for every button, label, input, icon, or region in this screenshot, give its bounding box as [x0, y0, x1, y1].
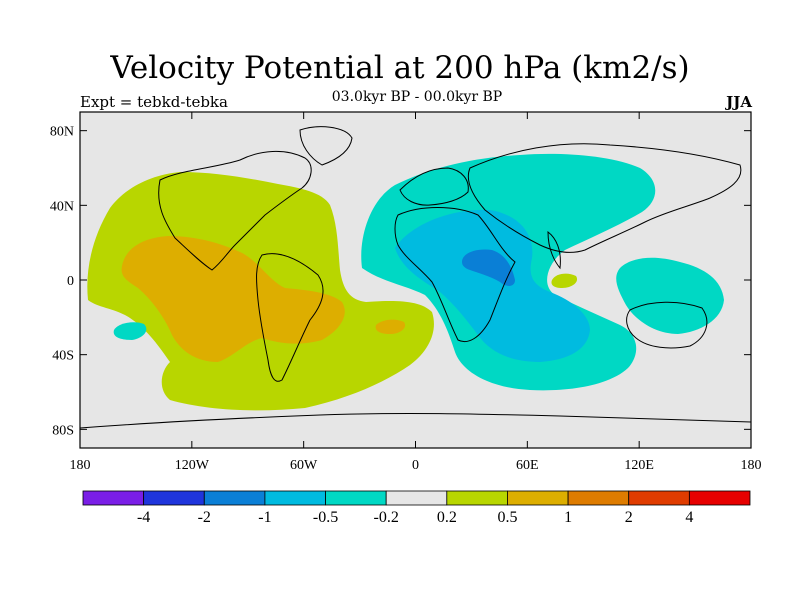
- x-tick-label: 60W: [290, 458, 318, 473]
- chart-subtitle: 03.0kyr BP - 00.0kyr BP: [331, 89, 503, 105]
- colorbar-label: -1: [258, 509, 271, 526]
- colorbar-label: 1: [564, 509, 572, 526]
- y-tick-label: 40S: [52, 349, 74, 364]
- colorbar-swatch: [446, 490, 508, 506]
- chart-title: Velocity Potential at 200 hPa (km2/s): [110, 50, 690, 86]
- colorbar-swatch: [143, 490, 205, 506]
- y-tick-label: 80S: [52, 423, 74, 438]
- x-tick-label: 60E: [516, 458, 539, 473]
- x-axis: 180 120W 60W 0 60E 120E 180: [70, 112, 762, 473]
- colorbar: -4 -2 -1 -0.5 -0.2 0.2 0.5 1 2 4: [82, 490, 751, 526]
- y-axis: 80N 40N 0 40S 80S: [50, 125, 751, 438]
- negative-weak-region-pacific: [616, 257, 724, 334]
- colorbar-label: -0.5: [313, 509, 338, 526]
- x-tick-label: 180: [741, 458, 762, 473]
- colorbar-swatch: [385, 490, 448, 506]
- colorbar-swatch: [203, 490, 266, 506]
- positive-weak-patch: [551, 273, 578, 288]
- season-label: JJA: [726, 93, 752, 111]
- contour-fills: [80, 126, 751, 429]
- colorbar-swatch: [688, 490, 751, 506]
- colorbar-swatch: [567, 490, 630, 506]
- x-tick-label: 120W: [175, 458, 210, 473]
- colorbar-label: 0.5: [497, 509, 517, 526]
- x-tick-label: 0: [412, 458, 419, 473]
- y-tick-label: 0: [67, 274, 74, 289]
- experiment-label: Expt = tebkd-tebka: [80, 93, 228, 111]
- positive-mid-patch: [375, 319, 406, 334]
- colorbar-label: 2: [625, 509, 633, 526]
- y-tick-label: 80N: [50, 125, 74, 140]
- colorbar-swatch: [507, 490, 569, 506]
- colorbar-label: -4: [137, 509, 150, 526]
- x-tick-label: 180: [70, 458, 91, 473]
- colorbar-swatch: [82, 490, 145, 506]
- colorbar-swatch: [264, 490, 326, 506]
- colorbar-label: -0.2: [374, 509, 399, 526]
- negative-mid-region: [395, 209, 590, 362]
- colorbar-swatch: [628, 490, 690, 506]
- negative-strong-region: [462, 249, 515, 286]
- y-tick-label: 40N: [50, 199, 74, 214]
- colorbar-label: 0.2: [437, 509, 457, 526]
- colorbar-label: -2: [198, 509, 211, 526]
- positive-mid-region: [121, 236, 345, 362]
- negative-weak-patch: [113, 322, 147, 340]
- coastlines: [80, 126, 751, 429]
- colorbar-label: 4: [685, 509, 693, 526]
- colorbar-swatch: [325, 490, 387, 506]
- x-tick-label: 120E: [624, 458, 654, 473]
